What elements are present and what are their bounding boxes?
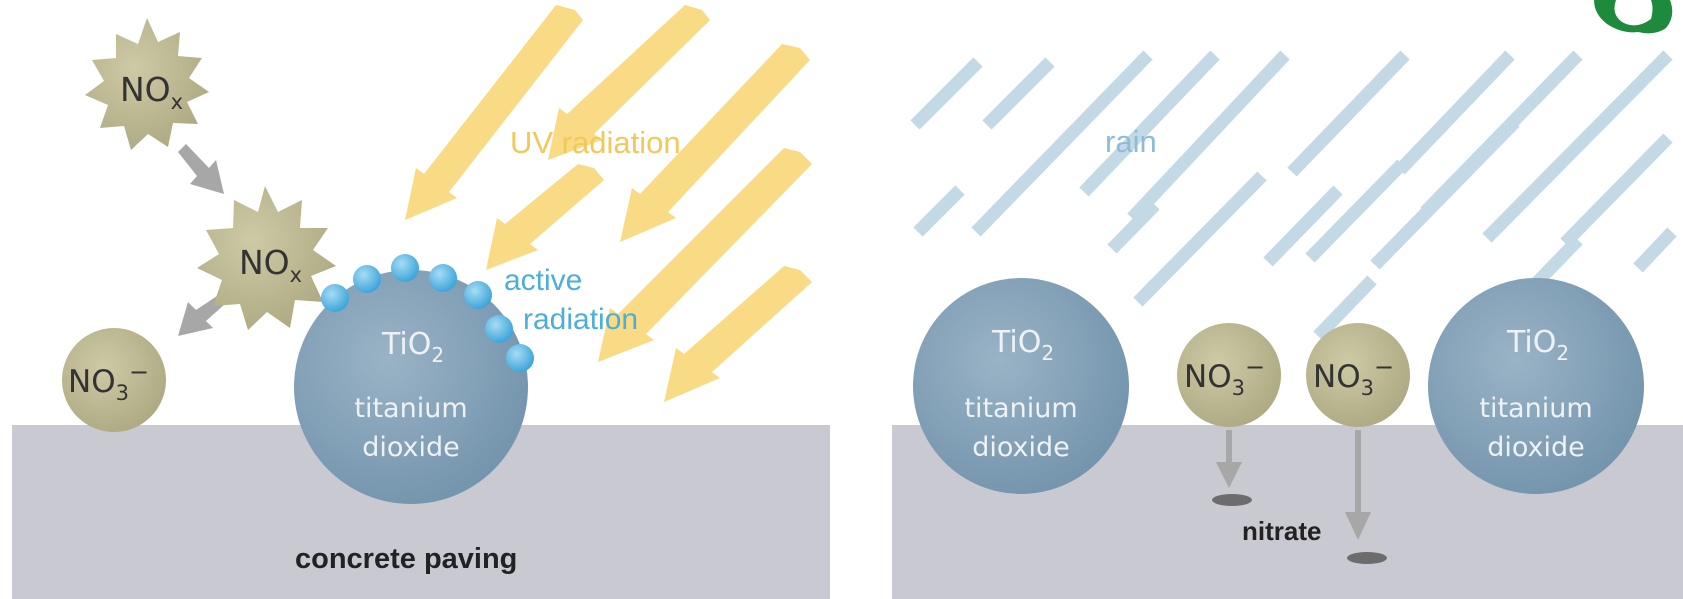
tio2-formula: TiO2 <box>991 325 1054 365</box>
tio2-particle-right-panel-left: TiO2 titanium dioxide <box>913 278 1129 494</box>
rain-streak <box>1079 50 1220 197</box>
active-label-line1: active <box>504 264 582 297</box>
nitrate-deposits <box>1212 494 1387 564</box>
rain-streak <box>1313 275 1377 341</box>
uv-arrow <box>598 148 812 362</box>
active-dot <box>429 264 457 292</box>
rain-streak <box>1305 159 1407 263</box>
arrow-shaft <box>1226 430 1232 464</box>
nox-molecule-middle: NOx <box>197 186 336 330</box>
right-panel: rain TiO2 titanium dioxide TiO2 titanium… <box>892 50 1683 599</box>
no3-molecule-right-right: NO3− <box>1306 323 1410 427</box>
concrete-paving-label: concrete paving <box>295 543 517 575</box>
tio2-name-line1: titanium <box>354 393 467 424</box>
arrow-nox-to-no3-icon <box>178 296 225 336</box>
tio2-circle <box>1428 278 1644 494</box>
nox-molecule-top: NOx <box>85 18 209 150</box>
rain-streak <box>1395 50 1515 175</box>
active-dot <box>464 281 492 309</box>
active-dot <box>391 254 419 282</box>
nox-spiky-shape <box>197 186 336 330</box>
no3-molecule-right-left: NO3− <box>1177 323 1281 427</box>
rain-streak <box>913 185 965 237</box>
rain-streak <box>1370 117 1520 270</box>
rain-streak <box>1287 50 1410 177</box>
active-dot <box>506 344 534 372</box>
tio2-formula: TiO2 <box>1506 325 1569 365</box>
nitrate-arrows <box>1216 430 1371 540</box>
uv-arrow <box>548 5 710 160</box>
active-dot <box>321 284 349 312</box>
uv-arrow <box>664 266 812 402</box>
rain-streak <box>1263 185 1343 267</box>
tio2-name-line2: dioxide <box>1487 432 1585 463</box>
no3-formula: NO3− <box>1313 353 1394 400</box>
tio2-circle <box>294 270 528 504</box>
active-label-line2: radiation <box>523 303 638 336</box>
tio2-name-line1: titanium <box>964 393 1077 424</box>
tio2-name-line2: dioxide <box>972 432 1070 463</box>
nox-formula: NOx <box>239 243 302 287</box>
rain-streak <box>982 57 1055 130</box>
uv-arrows <box>405 5 812 402</box>
no3-molecule-left: NO3− <box>62 328 166 432</box>
no3-circle <box>1177 323 1281 427</box>
rain-label: rain <box>1105 124 1157 159</box>
rain-streak <box>1133 171 1267 307</box>
active-dot <box>485 315 513 343</box>
uv-arrow <box>405 5 583 220</box>
active-radiation-dots <box>321 254 534 372</box>
rain-streak <box>910 57 983 130</box>
nox-spiky-shape <box>85 18 209 150</box>
rain-streak <box>1560 133 1673 248</box>
left-panel: UV radiation NOx NOx NO3− TiO2 titanium … <box>12 5 830 599</box>
nitrate-deposit-icon <box>1212 494 1252 506</box>
tio2-formula: TiO2 <box>381 327 444 367</box>
nox-formula: NOx <box>120 70 183 114</box>
no3-formula: NO3− <box>68 358 149 405</box>
nitrate-deposit-icon <box>1347 552 1387 564</box>
arrow-down-icon <box>1345 512 1371 540</box>
tio2-name-line2: dioxide <box>362 432 460 463</box>
no3-circle <box>62 328 166 432</box>
nitrate-label: nitrate <box>1242 516 1321 546</box>
reaction-arrows <box>178 144 225 336</box>
no3-formula: NO3− <box>1184 353 1265 400</box>
rain-streak <box>1482 50 1673 243</box>
rain-streak <box>971 50 1153 237</box>
rain-streak <box>1107 200 1160 254</box>
tio2-name-line1: titanium <box>1479 393 1592 424</box>
arrow-shaft <box>1355 430 1361 514</box>
uv-arrow <box>486 164 604 270</box>
tio2-circle <box>913 278 1129 494</box>
logo-icon <box>1594 0 1673 34</box>
active-dot <box>353 265 381 293</box>
uv-radiation-label: UV radiation <box>510 125 681 160</box>
rain-streak <box>1127 50 1290 223</box>
tio2-particle-right-panel-right: TiO2 titanium dioxide <box>1428 278 1644 494</box>
tio2-particle-left: TiO2 titanium dioxide <box>294 270 528 504</box>
arrow-down-icon <box>1216 462 1242 488</box>
arrow-nox-to-nox-icon <box>178 144 224 194</box>
no3-circle <box>1306 323 1410 427</box>
rain-streak <box>1633 227 1677 273</box>
uv-arrow <box>620 44 810 242</box>
rain-streaks <box>910 50 1677 341</box>
